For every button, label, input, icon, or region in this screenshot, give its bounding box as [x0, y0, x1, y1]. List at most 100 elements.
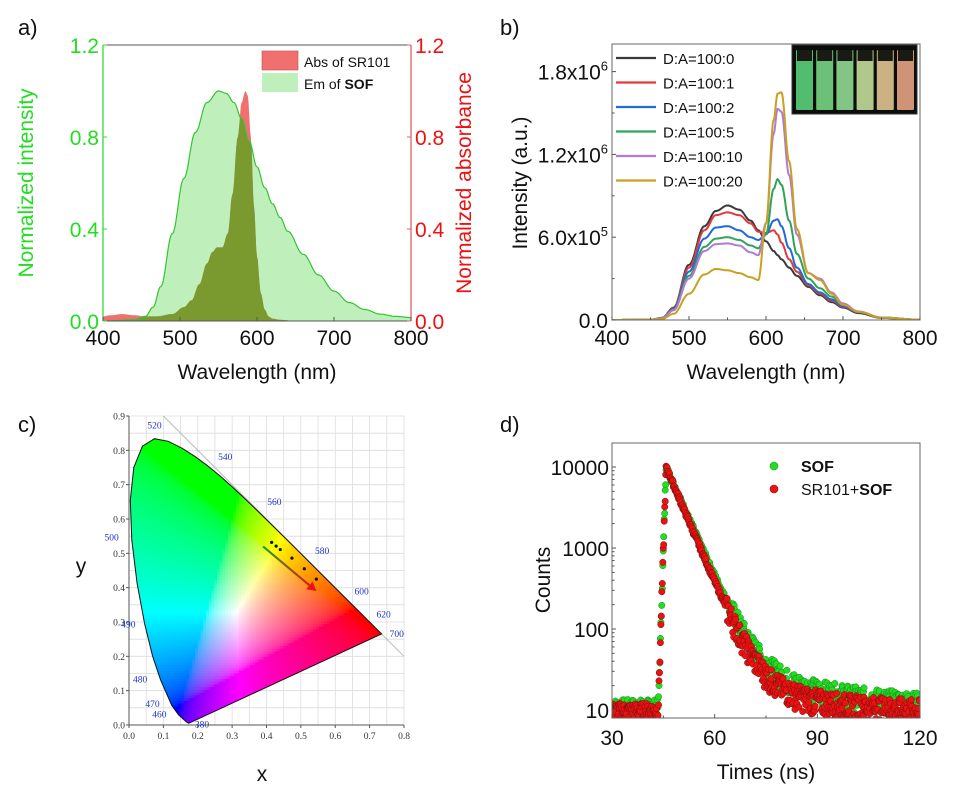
legend-d: SOF SR101+SOF — [769, 459, 892, 499]
data-point-sof — [831, 680, 839, 687]
y-tick-label-c: 0.2 — [113, 653, 125, 663]
legend-label-b: D:A=100:2 — [663, 100, 734, 117]
y-tick-label-c: 0.3 — [113, 619, 125, 629]
x-axis-title-c: x — [257, 763, 268, 786]
wavelength-label: 500 — [105, 533, 120, 543]
cuvette-cap — [898, 50, 913, 61]
spectral-locus-outline — [129, 438, 383, 724]
y-tick-label-right-a: 1.2 — [415, 35, 444, 58]
wavelength-label: 580 — [315, 547, 330, 557]
cuvette-cap — [797, 50, 812, 61]
data-point-sr101-sof — [874, 719, 880, 725]
data-point-sr101-sof — [658, 580, 666, 587]
data-point-sr101-sof — [872, 715, 880, 718]
data-point-sr101-sof — [732, 615, 740, 623]
data-point-sr101-sof — [658, 588, 666, 596]
data-point-sr101-sof — [833, 689, 841, 697]
x-tick-label-d: 90 — [806, 727, 829, 750]
wavelength-label: 460 — [152, 711, 167, 721]
panel-d: d) 30 60 90 120 10 100 1000 10000 Times (ns) Co… — [500, 412, 938, 784]
chromaticity-point — [270, 540, 274, 544]
y-tick-label-d: 1000 — [562, 538, 609, 561]
data-point-sr101-sof — [795, 703, 803, 711]
x-tick-label-b: 800 — [902, 327, 937, 350]
data-point-sr101-sof — [661, 497, 669, 505]
wavelength-label: 700 — [390, 630, 405, 640]
y-tick-label-d: 10000 — [551, 457, 609, 480]
y-tick-label-c: 0.9 — [113, 413, 125, 423]
panel-d-label: d) — [500, 412, 520, 437]
data-point-sof — [655, 693, 662, 701]
wavelength-label: 480 — [133, 675, 148, 685]
chromaticity-point — [290, 556, 294, 560]
x-tick-label-b: 600 — [748, 327, 783, 350]
panel-a: a) 400 500 600 700 8000.00.40.81.20.00.40.81… — [15, 15, 476, 384]
wavelength-label: 540 — [218, 453, 233, 463]
y-tick-label-c: 0.1 — [113, 687, 125, 697]
y-tick-label-left-a: 0.0 — [70, 311, 99, 334]
series-line-d-a-100-20 — [612, 91, 920, 320]
panel-b: b) 400 500 600 700 800 0.0 6.0x105 1.2x106 1.8x1… — [500, 15, 938, 384]
x-tick-label-c: 0.4 — [261, 732, 273, 742]
data-point-sr101-sof — [876, 716, 883, 718]
color-shift-arrow — [262, 545, 311, 587]
legend-a: Abs of SR101 Em of SOF — [261, 50, 391, 92]
x-tick-label-b: 700 — [825, 327, 860, 350]
arrow-head — [306, 581, 317, 592]
y-tick-label-left-a: 0.4 — [70, 219, 100, 242]
x-tick-label-c: 0.0 — [123, 732, 135, 742]
wavelength-label: 600 — [355, 587, 370, 597]
overlap-area — [103, 117, 411, 321]
y-tick-label-d: 100 — [574, 619, 609, 642]
data-point-sr101-sof — [655, 677, 663, 685]
data-point-sr101-sof — [654, 711, 662, 718]
y-tick-label-b: 6.0x105 — [538, 224, 608, 250]
x-tick-label-a: 800 — [393, 327, 428, 350]
legend-label-b: D:A=100:1 — [663, 76, 734, 93]
cuvette — [876, 50, 894, 110]
cuvette-cap — [857, 50, 873, 61]
data-point-sr101-sof — [736, 621, 744, 629]
data-point-sr101-sof — [723, 595, 731, 602]
x-tick-label-a: 400 — [85, 327, 120, 350]
cuvette-cap — [837, 50, 853, 61]
data-point-sr101-sof — [855, 717, 859, 718]
cuvette-cap — [877, 50, 893, 61]
legend-label-abs: Abs of SR101 — [304, 54, 391, 70]
y-axis-title-c: y — [76, 555, 87, 578]
y-tick-label-left-a: 1.2 — [70, 35, 99, 58]
wavelength-label: 620 — [377, 610, 392, 620]
data-point-sof — [660, 533, 668, 541]
wavelength-label: 470 — [145, 700, 160, 710]
data-point-sr101-sof — [657, 621, 665, 629]
data-point-sr101-sof — [915, 711, 920, 718]
legend-label-em: Em of SOF — [304, 76, 374, 92]
y-tick-label-b: 1.2x106 — [538, 141, 608, 167]
x-tick-label-a: 700 — [316, 327, 351, 350]
y-tick-label-c: 0.7 — [113, 481, 125, 491]
data-point-sr101-sof — [884, 717, 889, 718]
data-point-sr101-sof — [656, 639, 664, 647]
y-tick-label-c: 0.4 — [113, 584, 125, 594]
x-tick-label-c: 0.1 — [157, 732, 169, 742]
panel-b-label: b) — [500, 15, 520, 40]
data-point-sr101-sof — [897, 695, 905, 703]
legend-marker-sr101-sof — [769, 484, 779, 494]
legend-label-b: D:A=100:5 — [663, 125, 734, 142]
data-point-sr101-sof — [811, 702, 819, 710]
x-tick-label-b: 500 — [671, 327, 706, 350]
data-point-sr101-sof — [660, 517, 668, 525]
y-tick-label-c: 0.0 — [113, 722, 125, 732]
data-point-sr101-sof — [838, 704, 846, 712]
y-tick-label-right-a: 0.0 — [415, 311, 444, 334]
series-line-d-a-100-1 — [612, 211, 920, 320]
data-point-sof — [662, 481, 670, 489]
x-tick-label-c: 0.8 — [398, 732, 410, 742]
data-point-sr101-sof — [874, 719, 880, 725]
data-point-sr101-sof — [768, 666, 775, 674]
cuvette-cap — [817, 50, 833, 61]
cie-horseshoe — [129, 438, 383, 724]
y-tick-label-left-a: 0.8 — [70, 127, 99, 150]
x-tick-label-d: 30 — [600, 727, 623, 750]
data-point-sr101-sof — [880, 719, 886, 725]
